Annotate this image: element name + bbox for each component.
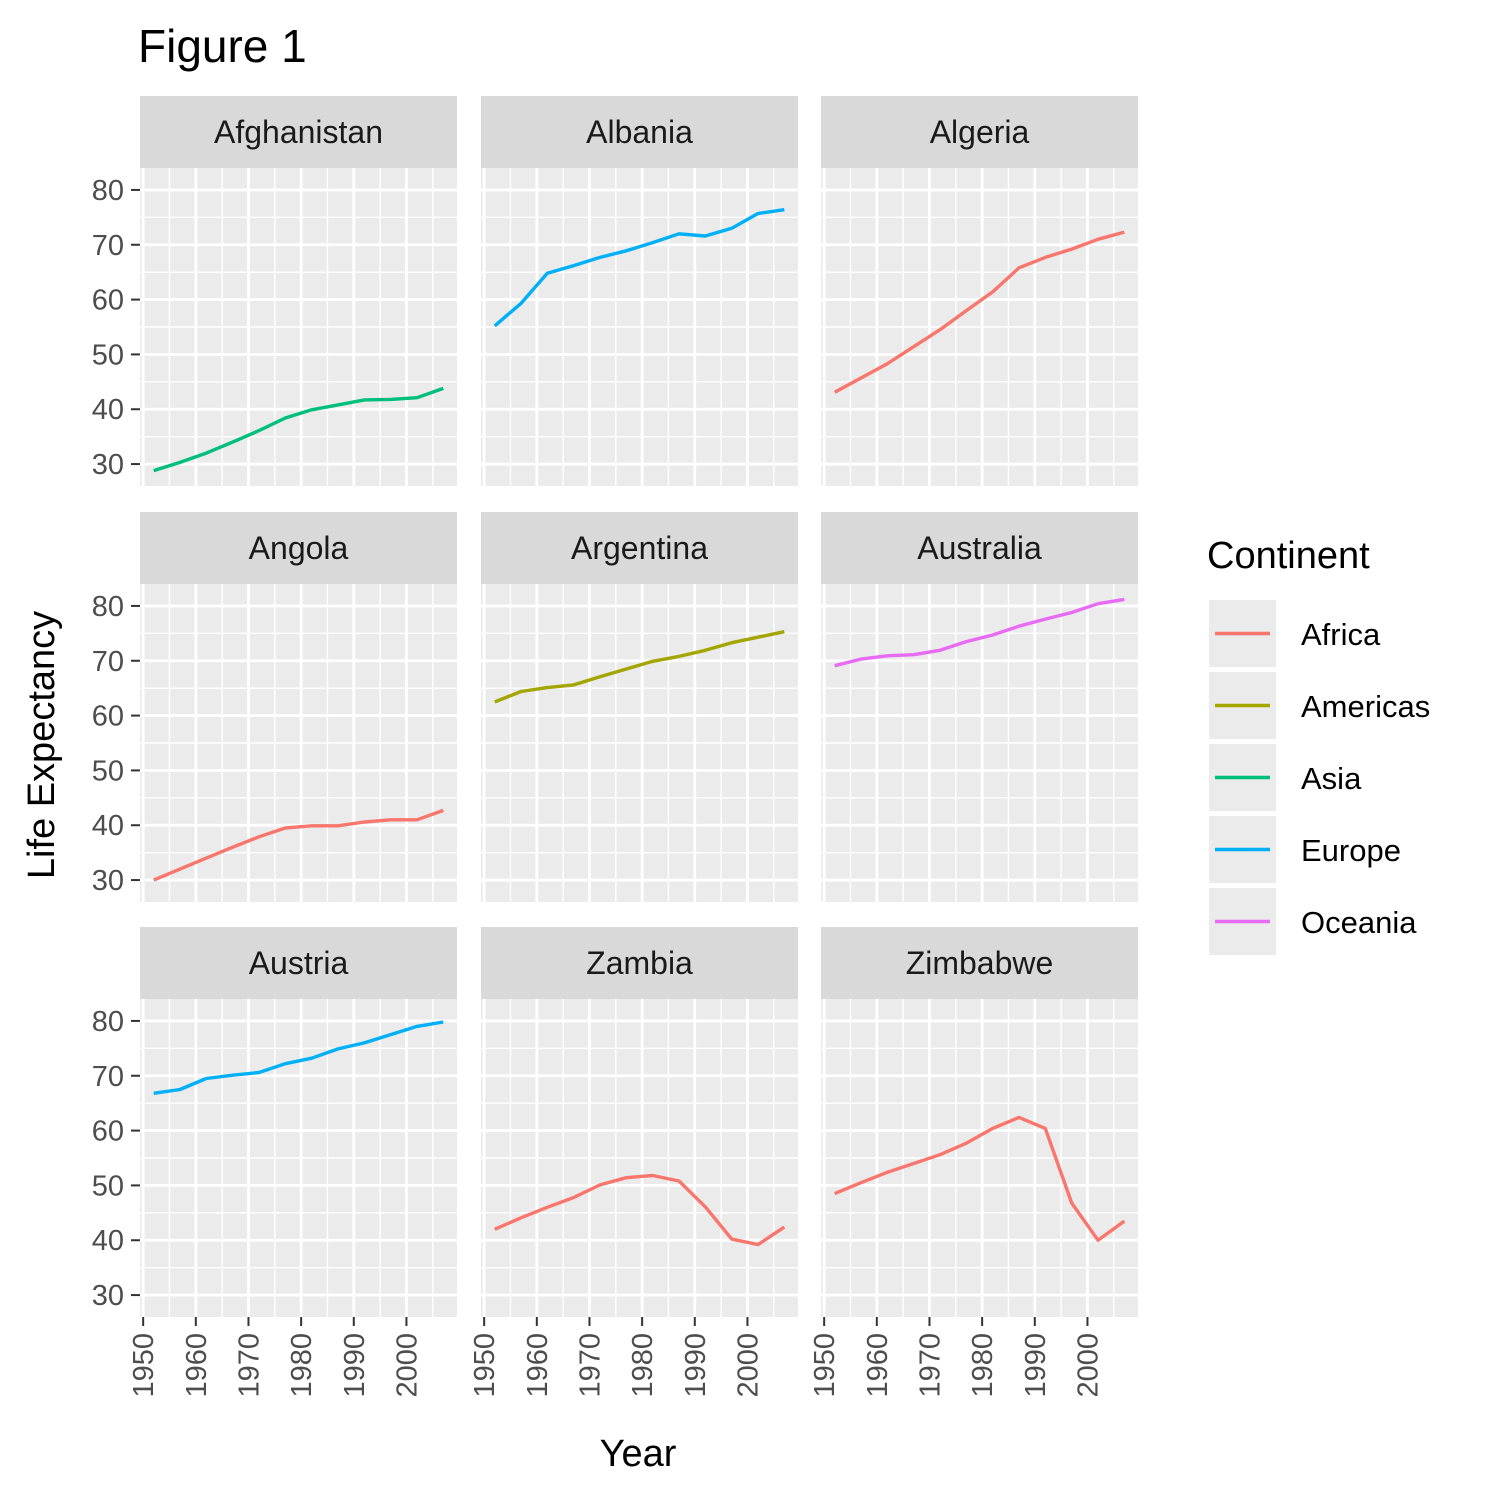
series-line	[153, 1020, 444, 1095]
y-tick-label: 60	[92, 1116, 124, 1148]
x-tick-label: 1950	[128, 1333, 160, 1398]
facet-panel: Albania	[481, 96, 798, 486]
legend-label: Americas	[1301, 689, 1430, 724]
facet-strip	[481, 512, 798, 584]
y-tick-label: 70	[92, 230, 124, 262]
x-tick-label: 1950	[809, 1333, 841, 1398]
series-line	[834, 597, 1125, 668]
y-tick-label: 40	[92, 810, 124, 842]
x-tick-label: 1970	[575, 1333, 607, 1398]
x-tick-label: 1980	[286, 1333, 318, 1398]
y-tick-label: 30	[92, 449, 124, 481]
legend-label: Oceania	[1301, 905, 1417, 940]
x-tick-label: 1990	[680, 1333, 712, 1398]
x-tick-label: 1990	[1020, 1333, 1052, 1398]
facet-strip	[821, 512, 1138, 584]
x-tick-label: 1950	[469, 1333, 501, 1398]
legend-title: Continent	[1207, 535, 1370, 577]
facet-panel: Zambia 1950 1960 1970 1980 1990 2000	[469, 927, 798, 1398]
y-tick-label: 40	[92, 394, 124, 426]
legend-entry: Oceania	[1209, 888, 1417, 955]
y-tick-label: 70	[92, 646, 124, 678]
y-tick-label: 30	[92, 1280, 124, 1312]
y-tick-label: 50	[92, 1170, 124, 1202]
facet-panel: Austria 30 40 50 60 70 80 1950 1960 1970 1980 1990 2…	[92, 927, 457, 1398]
legend-entry: Africa	[1209, 600, 1381, 667]
y-axis-title: Life Expectancy	[21, 611, 63, 879]
facet-label: Zimbabwe	[906, 945, 1054, 981]
facet-strip	[821, 927, 1138, 999]
x-tick-label: 2000	[391, 1333, 423, 1398]
x-tick-label: 1970	[234, 1333, 266, 1398]
legend-label: Africa	[1301, 617, 1381, 652]
facet-strip	[140, 927, 457, 999]
series-line	[153, 386, 444, 473]
y-tick-label: 50	[92, 339, 124, 371]
y-tick-label: 80	[92, 591, 124, 623]
legend-entry: Americas	[1209, 672, 1430, 739]
x-tick-label: 1980	[627, 1333, 659, 1398]
x-tick-label: 1960	[862, 1333, 894, 1398]
facet-panel: Angola 30 40 50 60 70 80	[92, 512, 457, 902]
facet-panel: Afghanistan 30 40 50 60 70 80	[92, 96, 457, 486]
x-tick-label: 1970	[915, 1333, 947, 1398]
legend: Continent Africa Americas Asia Europe Oceani…	[1207, 535, 1430, 955]
x-tick-label: 1980	[967, 1333, 999, 1398]
y-tick-label: 30	[92, 865, 124, 897]
series-line	[494, 630, 785, 704]
y-tick-label: 70	[92, 1061, 124, 1093]
y-tick-label: 50	[92, 755, 124, 787]
facet-panels: Afghanistan 30 40 50 60 70 80 Albania Algeria Ang…	[92, 96, 1138, 1398]
legend-entry: Asia	[1209, 744, 1362, 811]
facet-panel: Algeria	[821, 96, 1138, 486]
y-tick-label: 60	[92, 285, 124, 317]
chart-title: Figure 1	[138, 20, 307, 72]
facet-strip	[481, 927, 798, 999]
series-line	[493, 208, 785, 328]
x-axis-title: Year	[600, 1433, 677, 1475]
x-tick-label: 2000	[1072, 1333, 1104, 1398]
y-tick-label: 40	[92, 1225, 124, 1257]
facet-label: Angola	[249, 530, 349, 566]
x-tick-label: 1960	[181, 1333, 213, 1398]
facet-label: Austria	[249, 945, 349, 981]
legend-label: Asia	[1301, 761, 1362, 796]
facet-strip	[140, 96, 457, 168]
facet-panel: Zimbabwe 1950 1960 1970 1980 1990 2000	[809, 927, 1138, 1398]
facet-panel: Australia	[821, 512, 1138, 902]
facet-strip	[481, 96, 798, 168]
facet-label: Algeria	[930, 114, 1030, 150]
facet-strip	[821, 96, 1138, 168]
series-line	[153, 808, 444, 882]
x-tick-label: 1990	[339, 1333, 371, 1398]
y-tick-label: 80	[92, 175, 124, 207]
facet-strip	[140, 512, 457, 584]
series-line	[833, 230, 1125, 394]
y-tick-label: 80	[92, 1006, 124, 1038]
facet-label: Argentina	[571, 530, 708, 566]
x-tick-label: 1960	[522, 1333, 554, 1398]
y-tick-label: 60	[92, 701, 124, 733]
facet-panel: Argentina	[481, 512, 798, 902]
facet-label: Albania	[586, 114, 693, 150]
legend-label: Europe	[1301, 833, 1401, 868]
facet-label: Australia	[917, 530, 1042, 566]
facet-label: Afghanistan	[214, 114, 383, 150]
series-line	[834, 1115, 1126, 1242]
series-line	[494, 1173, 786, 1247]
legend-entry: Europe	[1209, 816, 1401, 883]
x-tick-label: 2000	[732, 1333, 764, 1398]
facet-label: Zambia	[586, 945, 693, 981]
